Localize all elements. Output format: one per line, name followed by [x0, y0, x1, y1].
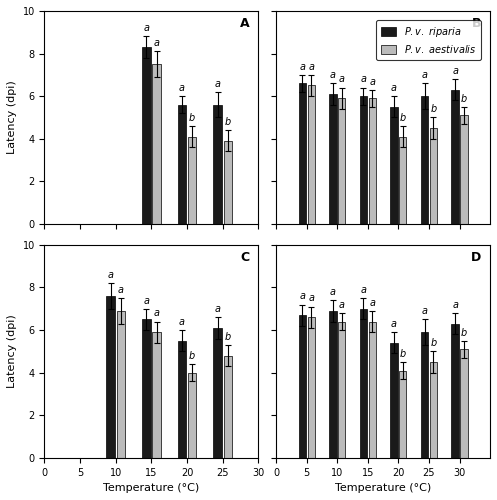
Text: a: a — [118, 285, 124, 295]
Text: a: a — [308, 62, 314, 72]
Bar — [224, 141, 232, 224]
Text: a: a — [308, 294, 314, 304]
Bar — [390, 343, 398, 458]
Bar — [117, 311, 125, 458]
Text: b: b — [189, 112, 195, 122]
Bar — [451, 324, 459, 458]
Text: a: a — [179, 83, 185, 93]
Bar — [399, 136, 407, 224]
Text: b: b — [189, 351, 195, 361]
Text: A: A — [240, 18, 250, 30]
Bar — [369, 98, 376, 224]
Text: a: a — [339, 74, 345, 85]
Bar — [188, 372, 196, 458]
Text: a: a — [215, 304, 221, 314]
Y-axis label: Latency (dpi): Latency (dpi) — [7, 80, 17, 154]
Text: a: a — [108, 270, 114, 280]
Text: b: b — [430, 338, 436, 348]
Bar — [460, 349, 468, 458]
Text: B: B — [472, 18, 482, 30]
Text: a: a — [369, 298, 375, 308]
Text: b: b — [400, 349, 406, 359]
Text: a: a — [299, 62, 305, 72]
Text: a: a — [369, 76, 375, 86]
Bar — [460, 115, 468, 224]
Bar — [369, 322, 376, 458]
Text: b: b — [461, 328, 467, 338]
Bar — [142, 320, 151, 458]
X-axis label: Temperature (°C): Temperature (°C) — [335, 483, 431, 493]
Text: b: b — [225, 332, 231, 342]
Bar — [152, 332, 161, 458]
Bar — [390, 106, 398, 224]
Text: D: D — [471, 252, 482, 264]
Text: a: a — [421, 306, 427, 316]
Text: a: a — [391, 83, 397, 93]
Bar — [152, 64, 161, 224]
Text: a: a — [330, 70, 336, 80]
Bar — [177, 340, 186, 458]
Text: C: C — [241, 252, 250, 264]
Text: a: a — [391, 319, 397, 329]
Bar — [213, 328, 222, 458]
Text: a: a — [339, 300, 345, 310]
Bar — [106, 296, 115, 458]
Bar — [299, 84, 306, 224]
Bar — [338, 98, 345, 224]
Text: a: a — [143, 296, 149, 306]
Bar — [188, 136, 196, 224]
Bar — [421, 96, 428, 224]
Bar — [299, 315, 306, 458]
Bar — [308, 318, 315, 458]
Bar — [329, 94, 336, 224]
Bar — [338, 322, 345, 458]
Text: a: a — [154, 38, 160, 48]
Text: a: a — [330, 287, 336, 297]
X-axis label: Temperature (°C): Temperature (°C) — [103, 483, 199, 493]
Bar — [213, 104, 222, 224]
Text: a: a — [452, 300, 458, 310]
Bar — [329, 311, 336, 458]
Y-axis label: Latency (dpi): Latency (dpi) — [7, 314, 17, 388]
Bar — [451, 90, 459, 224]
Text: a: a — [215, 78, 221, 88]
Text: a: a — [452, 66, 458, 76]
Text: b: b — [461, 94, 467, 104]
Text: a: a — [360, 74, 366, 85]
Legend: $P.v.$ $riparia$, $P.v.$ $aestivalis$: $P.v.$ $riparia$, $P.v.$ $aestivalis$ — [376, 20, 481, 59]
Bar — [399, 370, 407, 458]
Text: a: a — [360, 285, 366, 295]
Text: b: b — [400, 112, 406, 122]
Bar — [430, 128, 437, 224]
Text: a: a — [154, 308, 160, 318]
Bar — [142, 47, 151, 224]
Bar — [224, 356, 232, 458]
Text: b: b — [430, 104, 436, 114]
Text: b: b — [225, 117, 231, 127]
Bar — [360, 96, 367, 224]
Bar — [430, 362, 437, 458]
Bar — [421, 332, 428, 458]
Text: a: a — [299, 292, 305, 302]
Bar — [177, 104, 186, 224]
Bar — [360, 309, 367, 458]
Text: a: a — [179, 317, 185, 327]
Bar — [308, 86, 315, 224]
Text: a: a — [421, 70, 427, 80]
Text: a: a — [143, 24, 149, 34]
